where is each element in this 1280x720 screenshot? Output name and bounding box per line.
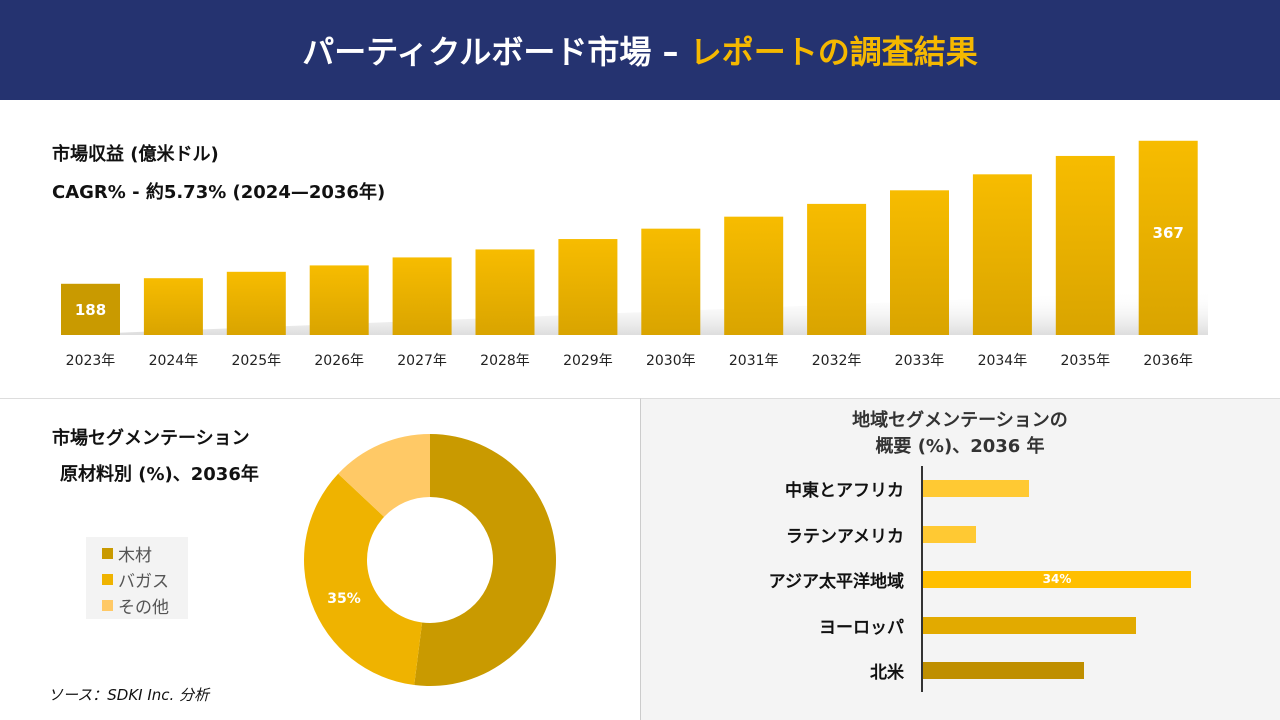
legend-label: 木材 (118, 545, 152, 566)
region-label: ヨーロッパ (819, 617, 904, 638)
legend-label: バガス (118, 571, 169, 592)
cagr-label: CAGR% - 約5.73% (2024—2036年) (52, 182, 386, 203)
data-label: 35% (327, 591, 361, 607)
x-tick-label: 2028年 (480, 353, 530, 369)
region-bar-北米 (923, 662, 1084, 679)
donut-slice-その他 (338, 434, 430, 517)
header-banner: パーティクルボード市場 – レポートの調査結果 (0, 0, 1280, 100)
region-bar-中東とアフリカ (923, 480, 1030, 497)
pie-legend: 木材 バガス その他 (86, 537, 188, 619)
x-tick-label: 2031年 (729, 353, 779, 369)
x-tick-label: 2024年 (149, 353, 199, 369)
region-label: 中東とアフリカ (785, 481, 904, 501)
bar-2030年 (641, 228, 701, 335)
donut-slice-バガス (303, 473, 423, 686)
legend-item: バガス (102, 566, 188, 592)
legend-swatch (102, 547, 113, 559)
bar-2034年 (972, 174, 1032, 335)
revenue-bar-chart: 2023年 188 2024年 2025年 2026年 2027年 2028年 2029年 20… (60, 140, 1208, 369)
x-tick-label: 2023年 (66, 353, 116, 369)
revenue-title: 市場収益 (億米ドル) (52, 144, 219, 165)
x-tick-label: 2029年 (563, 353, 613, 369)
source-note: ソース：SDKI Inc. 分析 (48, 686, 210, 704)
region-label: 北米 (870, 663, 904, 683)
bar-2031年 (724, 216, 784, 335)
donut-chart: 35% (303, 434, 556, 686)
x-tick-label: 2030年 (646, 353, 696, 369)
region-subtitle: 概要 (%)、2036 年 (875, 436, 1045, 457)
x-tick-label: 2033年 (895, 353, 945, 369)
bar-2027年 (392, 257, 452, 335)
bar-2036年 (1138, 140, 1198, 335)
legend-item: その他 (102, 592, 188, 618)
bar-2033年 (890, 190, 949, 335)
pie-title: 市場セグメンテーション (52, 428, 250, 449)
pie-subtitle: 原材料別 (%)、2036年 (60, 464, 259, 485)
bar-2032年 (807, 203, 867, 335)
x-tick-label: 2026年 (314, 353, 364, 369)
region-bar-アジア太平洋地域: 34% (923, 571, 1191, 588)
bar-2035年 (1055, 155, 1115, 335)
legend-item: 木材 (102, 540, 188, 566)
bar-2028年 (475, 249, 535, 335)
region-label: アジア太平洋地域 (768, 572, 904, 592)
bar-2029年 (558, 239, 618, 335)
x-tick-label: 2027年 (397, 353, 447, 369)
bar-2025年 (226, 271, 286, 335)
y-axis (921, 466, 923, 692)
region-bar-ラテンアメリカ (923, 525, 976, 543)
region-title: 地域セグメンテーションの (852, 410, 1068, 431)
region-bar-ヨーロッパ (923, 616, 1136, 634)
bar-2026年 (309, 265, 369, 335)
donut-slice-木材 (414, 434, 556, 686)
legend-swatch (102, 599, 113, 611)
material-segment-panel (0, 398, 640, 720)
bar-2023年 (61, 283, 120, 335)
x-tick-label: 2035年 (1060, 353, 1110, 369)
legend-label: その他 (118, 597, 169, 618)
data-label: 188 (75, 301, 106, 319)
title-main: パーティクルボード市場 – (302, 33, 679, 71)
x-tick-label: 2036年 (1143, 353, 1193, 369)
title-accent: レポートの調査結果 (689, 33, 978, 71)
x-tick-label: 2034年 (978, 353, 1028, 369)
data-label: 367 (1153, 224, 1184, 242)
legend-swatch (102, 573, 113, 585)
bar-2024年 (143, 278, 203, 335)
x-tick-label: 2025年 (231, 353, 281, 369)
x-tick-label: 2032年 (812, 353, 862, 369)
region-label: ラテンアメリカ (785, 526, 904, 547)
